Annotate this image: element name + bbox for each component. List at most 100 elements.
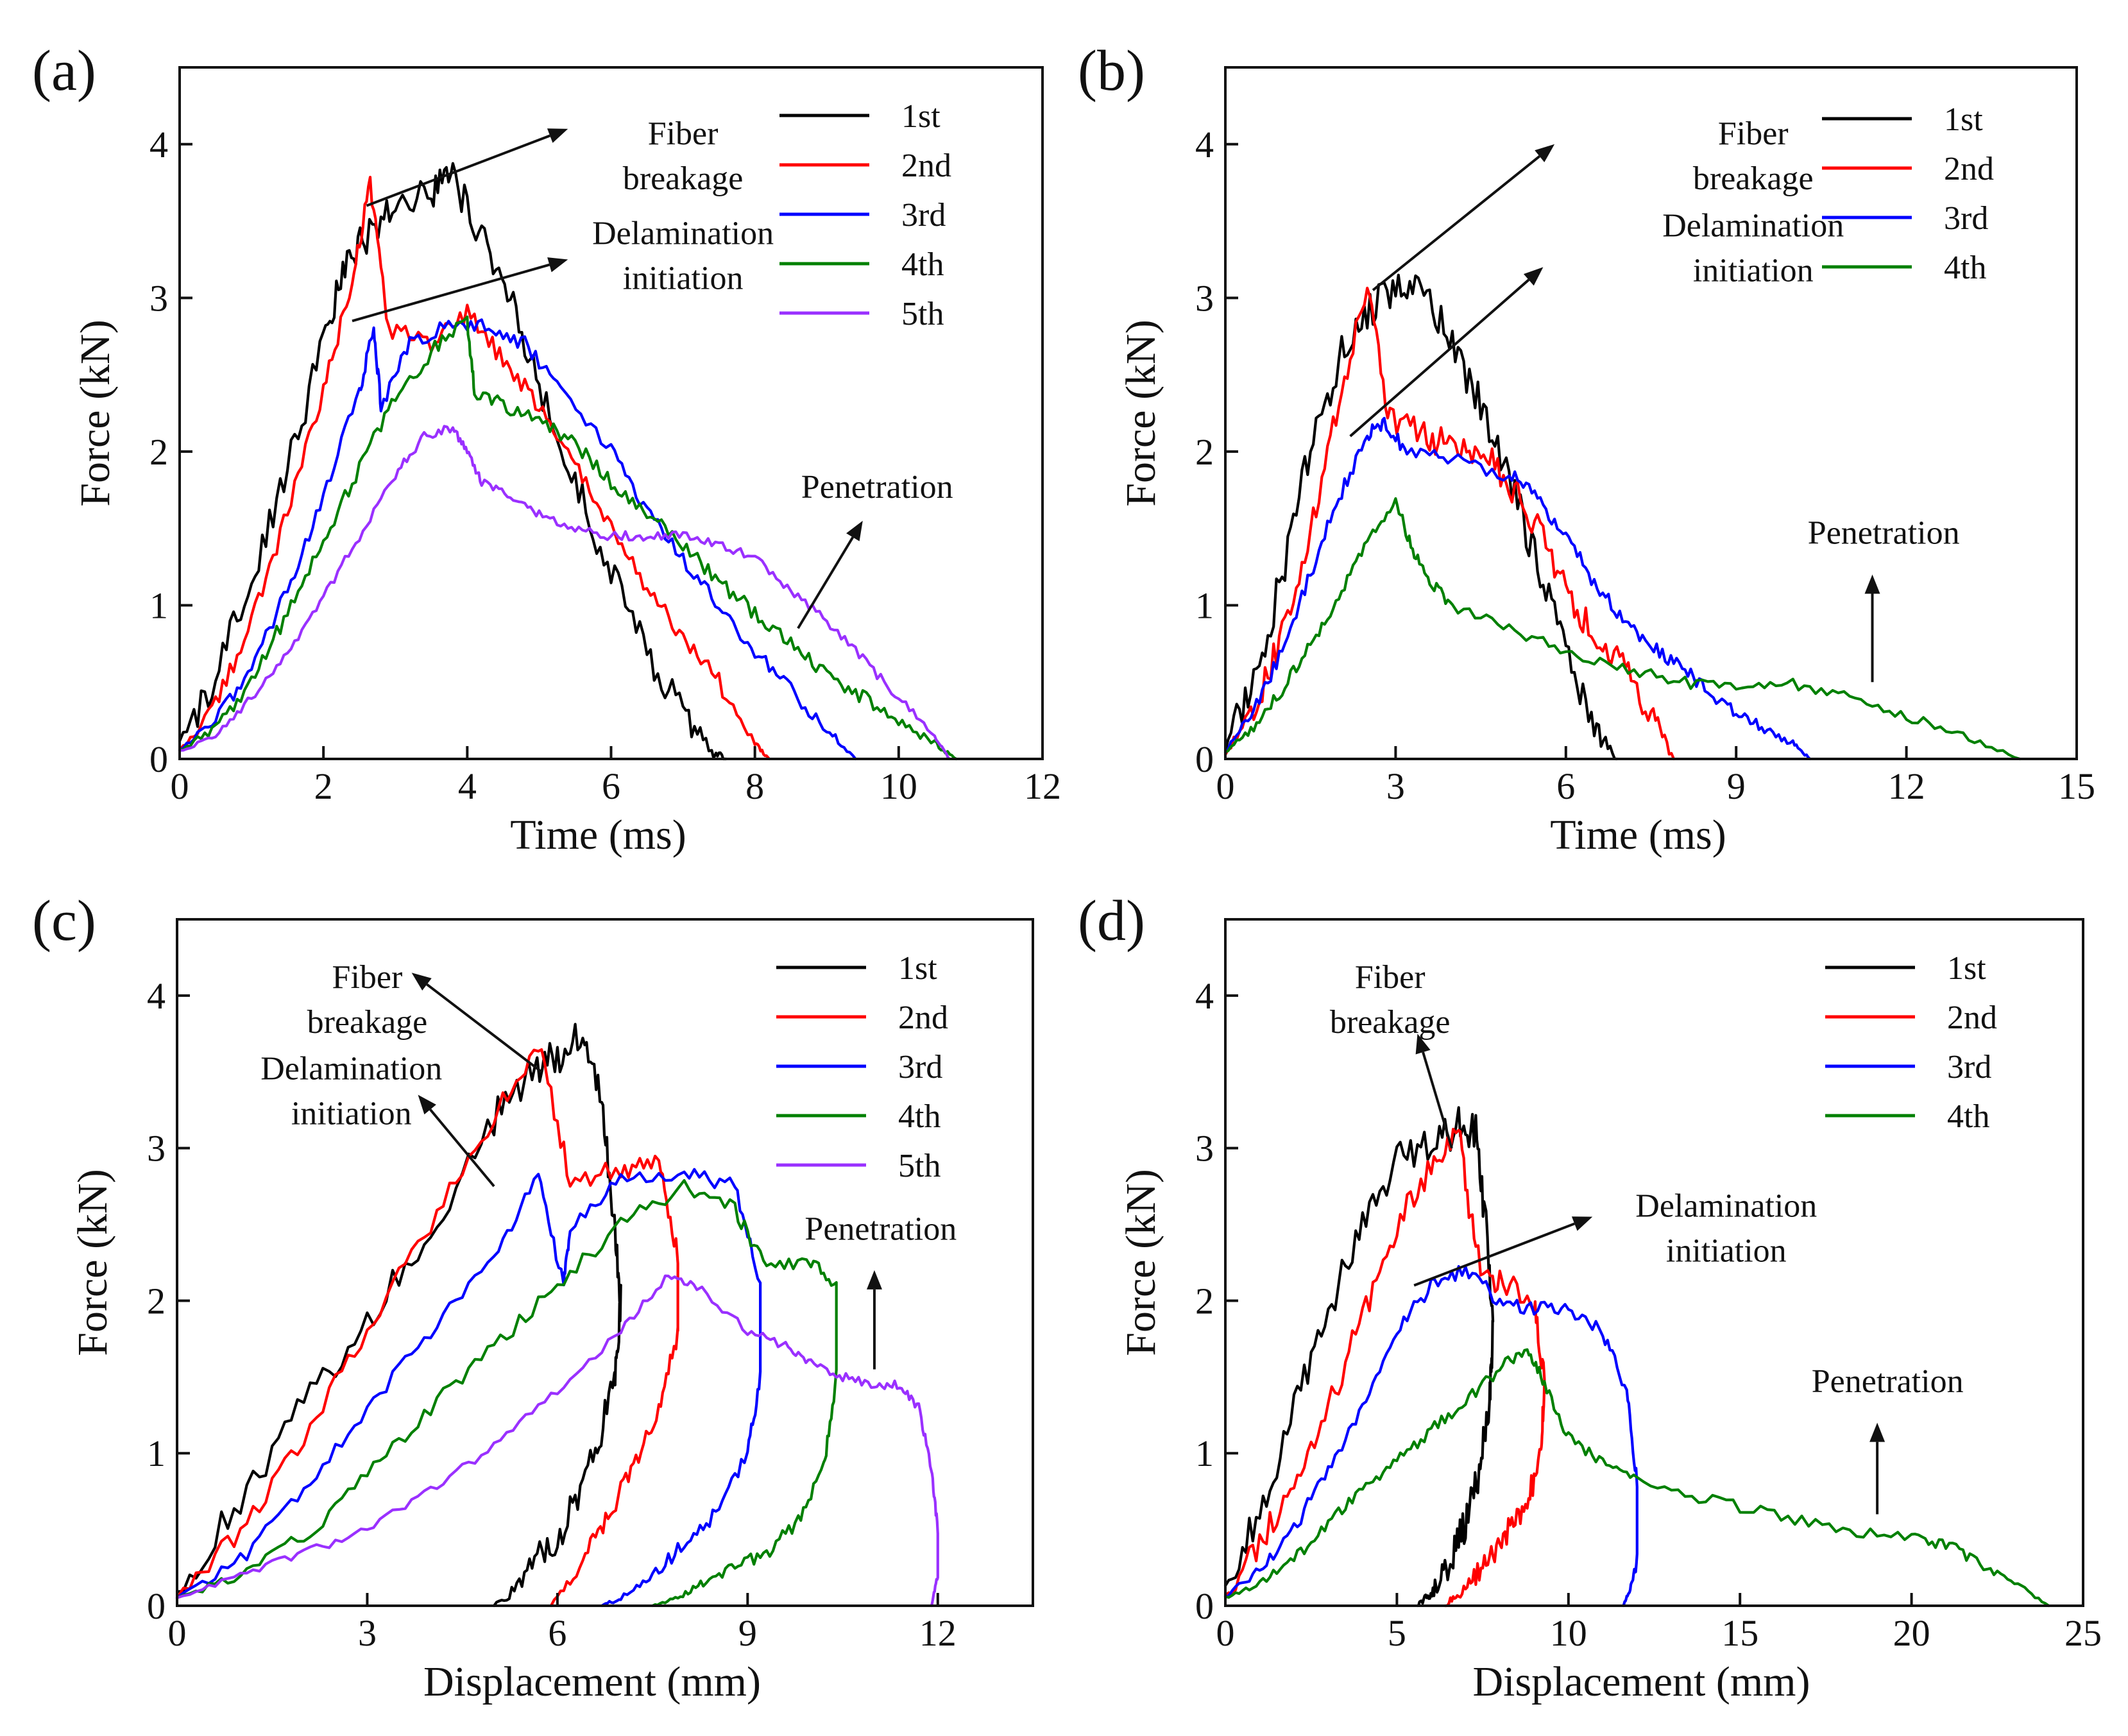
- legend-label-4th: 4th: [898, 1098, 941, 1135]
- annotation-text: Penetration: [1812, 1363, 1964, 1400]
- y-tick-label: 2: [1195, 431, 1214, 473]
- y-tick-label: 2: [149, 431, 168, 473]
- panel-tag: (c): [32, 889, 96, 953]
- annotation-text: Penetration: [804, 1211, 957, 1247]
- series-line-1st: [178, 162, 728, 761]
- x-tick-label: 8: [745, 765, 764, 807]
- legend-label-2nd: 2nd: [1944, 151, 1994, 187]
- annotation-text: breakage: [1330, 1004, 1451, 1041]
- plot-frame: [1224, 66, 2078, 760]
- annotation-text: Penetration: [1808, 515, 1960, 552]
- annotation-arrow: [797, 536, 855, 629]
- y-tick-label: 0: [147, 1585, 166, 1627]
- legend-label-1st: 1st: [901, 98, 941, 135]
- legend-label-3rd: 3rd: [1944, 200, 1988, 237]
- x-tick-label: 9: [738, 1612, 757, 1654]
- x-tick-label: 6: [602, 765, 620, 807]
- panel-d: (d) 0 5 10 15 20 25 0 1 2 3 4 Displacement (mm) Force…: [1078, 889, 2102, 1705]
- annotation-arrowhead: [547, 257, 568, 273]
- x-tick-label: 0: [168, 1612, 187, 1654]
- x-axis-label: Time (ms): [510, 812, 686, 858]
- annotation-text: initiation: [1666, 1233, 1787, 1270]
- annotation-arrow: [429, 1109, 495, 1187]
- x-tick-label: 25: [2064, 1612, 2102, 1654]
- annotation-arrowhead: [1869, 1422, 1885, 1442]
- legend-label-4th: 4th: [1947, 1098, 1989, 1135]
- annotation-arrow: [1372, 155, 1540, 291]
- annotation-text: initiation: [623, 260, 744, 296]
- y-tick-label: 0: [149, 738, 168, 780]
- y-tick-label: 4: [1195, 975, 1214, 1017]
- x-tick-label: 20: [1893, 1612, 1930, 1654]
- x-tick-label: 3: [1386, 765, 1405, 807]
- legend-label-4th: 4th: [901, 246, 944, 283]
- y-axis-label: Force (kN): [1118, 319, 1164, 506]
- x-axis-label: Displacement (mm): [1472, 1658, 1810, 1705]
- series-line-1st: [1223, 1106, 1495, 1608]
- x-tick-label: 6: [1556, 765, 1575, 807]
- annotation-arrowhead: [411, 973, 432, 991]
- legend-label-5th: 5th: [898, 1148, 941, 1184]
- y-tick-label: 3: [1195, 1128, 1214, 1170]
- annotation-arrowhead: [1571, 1216, 1593, 1231]
- x-tick-label: 10: [1550, 1612, 1587, 1654]
- panel-tag: (b): [1078, 39, 1145, 103]
- y-tick-label: 2: [1195, 1280, 1214, 1322]
- y-tick-label: 1: [149, 584, 168, 626]
- x-tick-label: 15: [1721, 1612, 1758, 1654]
- series-line-4th: [1223, 497, 2022, 761]
- annotation-arrow: [352, 263, 550, 323]
- y-tick-label: 0: [1195, 1585, 1214, 1627]
- legend-label-5th: 5th: [901, 296, 944, 332]
- x-tick-label: 3: [358, 1612, 377, 1654]
- annotation-text: Delamination: [592, 215, 774, 251]
- annotation-text: Fiber: [1718, 115, 1789, 152]
- annotation-text: Fiber: [648, 115, 719, 152]
- annotation-arrow: [1349, 278, 1530, 438]
- x-tick-label: 6: [548, 1612, 566, 1654]
- annotation-arrowhead: [1535, 144, 1555, 162]
- x-tick-label: 12: [1888, 765, 1925, 807]
- legend-label-1st: 1st: [1944, 101, 1983, 138]
- x-tick-label: 12: [919, 1612, 957, 1654]
- annotation-arrowhead: [418, 1094, 436, 1115]
- y-tick-label: 4: [147, 975, 166, 1017]
- x-tick-label: 5: [1388, 1612, 1406, 1654]
- x-tick-label: 9: [1727, 765, 1746, 807]
- x-tick-label: 0: [1216, 765, 1235, 807]
- series-line-5th: [178, 425, 951, 761]
- annotation-text: Fiber: [1355, 959, 1426, 996]
- series-line-1st: [1223, 273, 1619, 761]
- annotation-text: Fiber: [332, 959, 403, 996]
- series-line-4th: [175, 1179, 838, 1608]
- plot-frame: [176, 918, 1034, 1607]
- series-line-2nd: [1223, 1127, 1546, 1608]
- annotation-arrowhead: [547, 128, 568, 143]
- annotation-text: Penetration: [801, 469, 953, 506]
- x-tick-label: 15: [2058, 765, 2095, 807]
- series-line-2nd: [1223, 286, 1675, 761]
- panel-tag: (d): [1078, 889, 1145, 953]
- series-line-1st: [175, 1023, 622, 1608]
- y-axis-label: Force (kN): [69, 1169, 116, 1356]
- series-line-3rd: [1223, 1264, 1639, 1608]
- series-line-5th: [175, 1274, 939, 1608]
- x-tick-label: 0: [171, 765, 189, 807]
- series-line-2nd: [175, 1048, 679, 1608]
- legend-label-1st: 1st: [1947, 950, 1986, 987]
- legend-label-3rd: 3rd: [1947, 1049, 1991, 1085]
- x-tick-label: 0: [1216, 1612, 1235, 1654]
- series-line-4th: [178, 315, 958, 761]
- legend-label-3rd: 3rd: [898, 1049, 942, 1085]
- x-tick-label: 10: [880, 765, 917, 807]
- y-tick-label: 3: [147, 1128, 166, 1170]
- annotation-arrowhead: [1523, 267, 1544, 286]
- annotation-text: breakage: [1693, 160, 1814, 197]
- annotation-arrow: [1413, 1222, 1575, 1287]
- legend-label-3rd: 3rd: [901, 197, 946, 234]
- annotation-text: breakage: [307, 1004, 428, 1041]
- annotation-arrow: [366, 134, 550, 207]
- x-tick-label: 4: [458, 765, 477, 807]
- series-line-3rd: [175, 1168, 762, 1608]
